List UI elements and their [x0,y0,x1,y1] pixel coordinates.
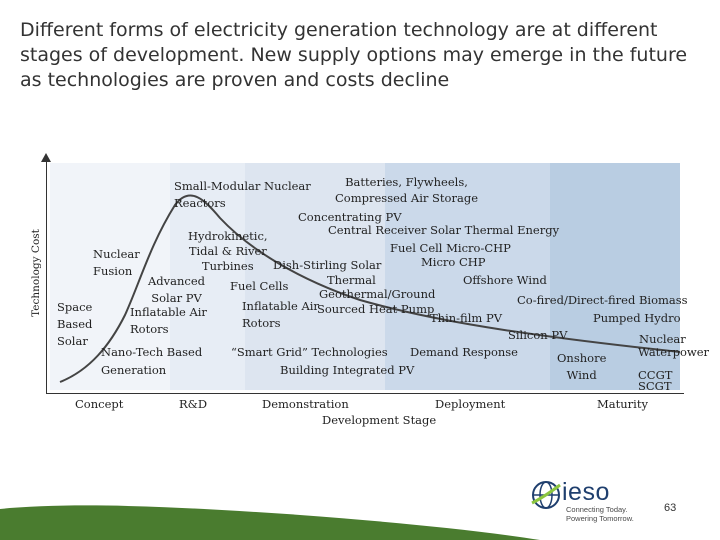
y-axis-arrow-icon [41,153,51,162]
label-fuel-cell-chp: Fuel Cell Micro-CHP [390,241,511,255]
label-onshore-wind: Onshore Wind [557,351,607,382]
label-fuel-cells: Fuel Cells [230,279,289,293]
label-thin-film-pv: Thin-film PV [430,311,502,325]
x-axis [46,393,684,394]
label-co-fired-biomass: Co-fired/Direct-fired Biomass [517,293,688,307]
label-space-solar: Space Based Solar [57,300,93,348]
label-smart-grid: “Smart Grid” Technologies [231,345,388,359]
label-hydrokinetic: Hydrokinetic, Tidal & River Turbines [188,229,268,273]
stage-demonstration: Demonstration [262,397,349,411]
label-solar-thermal: Thermal [327,273,376,287]
x-axis-caption: Development Stage [322,413,437,427]
label-geothermal: Geothermal/Ground [319,287,436,301]
label-micro-chp: Micro CHP [421,255,486,269]
label-nuclear-fusion: Nuclear Fusion [93,247,140,278]
band-demonstration [245,163,385,390]
label-advanced-solar-pv: Advanced Solar PV [148,274,206,305]
stage-rd: R&D [179,397,208,411]
label-dish-stirling: Dish-Stirling Solar [273,258,382,272]
label-ccgt: CCGT [638,368,673,382]
stage-maturity: Maturity [597,397,648,411]
label-building-integrated-pv: Building Integrated PV [280,363,415,377]
label-inflatable-rotors-rd: Inflatable Air Rotors [130,305,207,336]
band-maturity [550,163,680,390]
label-silicon-pv: Silicon PV [508,328,568,342]
ieso-tagline: Connecting Today. Powering Tomorrow. [566,505,634,523]
label-scgt: SCGT [638,379,672,393]
label-batteries: Batteries, Flywheels, Compressed Air Stor… [335,175,478,205]
stage-concept: Concept [75,397,124,411]
development-curve-line [59,194,681,383]
label-nuclear: Nuclear [639,332,686,346]
label-concentrating-pv: Concentrating PV [298,210,402,224]
label-pumped-hydro: Pumped Hydro [593,311,681,325]
page-number: 63 [664,502,677,514]
y-axis-label: Technology Cost [30,229,42,317]
label-small-modular-nuclear: Small-Modular Nuclear Reactors [174,179,311,210]
band-deployment [385,163,550,390]
band-rd [170,163,245,390]
band-concept [50,163,170,390]
footer-decoration [0,499,546,540]
y-axis [46,160,47,394]
label-central-receiver: Central Receiver Solar Thermal Energy [328,223,560,237]
ieso-logo-text: ieso [562,478,610,506]
ieso-globe-logo-icon [531,481,561,509]
label-nano-tech: Nano-Tech Based Generation [101,345,203,377]
label-waterpower: Waterpower [638,345,710,359]
label-sourced-heat-pump: Sourced Heat Pump [317,302,435,316]
label-inflatable-rotors-demo: Inflatable Air Rotors [242,299,319,330]
stage-deployment: Deployment [435,397,506,411]
label-offshore-wind: Offshore Wind [463,273,547,287]
label-demand-response: Demand Response [410,345,518,359]
slide-title: Different forms of electricity generatio… [20,19,688,91]
